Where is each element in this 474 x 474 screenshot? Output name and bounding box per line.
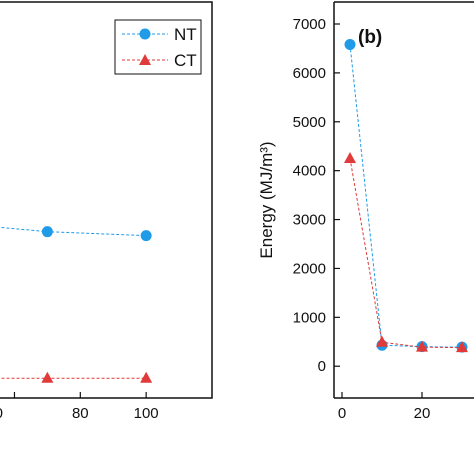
- data-point-ct-b-3: [456, 341, 468, 353]
- x-tick-label-a-2: 100: [134, 405, 159, 422]
- x-tick-label-a-1: 80: [72, 405, 89, 422]
- legend-label-ct: CT: [174, 51, 197, 70]
- y-tick-label-b-6: 6000: [293, 65, 326, 82]
- chart-panel-a: 0 80 100 NT CT: [0, 1, 213, 422]
- series-line-ct-b: [349, 158, 463, 349]
- data-point-ct-b-2: [416, 340, 428, 352]
- plot-frame-a: [0, 1, 213, 399]
- y-axis-title-b: Energy (MJ/m³): [257, 141, 276, 258]
- y-tick-label-b-3: 3000: [293, 212, 326, 229]
- y-tick-label-b-2: 2000: [293, 260, 326, 277]
- panel-label-b: (b): [358, 27, 382, 48]
- legend-label-nt: NT: [174, 25, 197, 44]
- y-tick-label-b-7: 7000: [293, 16, 326, 33]
- x-tick-label-b-0: 0: [338, 405, 346, 422]
- x-tick-label-a-0: 0: [0, 405, 3, 422]
- series-line-nt-b: [349, 44, 463, 348]
- y-tick-label-b-5: 5000: [293, 114, 326, 131]
- data-point-ct-a-2: [140, 371, 153, 383]
- data-point-nt-a-1: [41, 226, 53, 238]
- legend: NT CT: [114, 19, 202, 75]
- series-line-nt-a: [0, 226, 147, 237]
- data-point-ct-b-1: [376, 335, 388, 347]
- data-point-ct-b-0: [344, 151, 356, 163]
- y-tick-label-b-1: 1000: [293, 309, 326, 326]
- legend-marker-ct: [139, 54, 151, 65]
- x-tick-label-b-1: 20: [414, 405, 431, 422]
- y-tick-label-b-4: 4000: [293, 163, 326, 180]
- chart-panel-b: 0 1000 2000 3000 4000 5000 6000 7000 0 20 (b) En…: [257, 1, 474, 422]
- legend-box: [114, 19, 202, 75]
- y-tick-label-b-0: 0: [318, 358, 326, 375]
- legend-marker-nt: [139, 28, 151, 40]
- data-point-nt-a-2: [140, 230, 152, 242]
- data-point-nt-b-0: [344, 39, 356, 51]
- data-point-ct-a-1: [41, 371, 54, 383]
